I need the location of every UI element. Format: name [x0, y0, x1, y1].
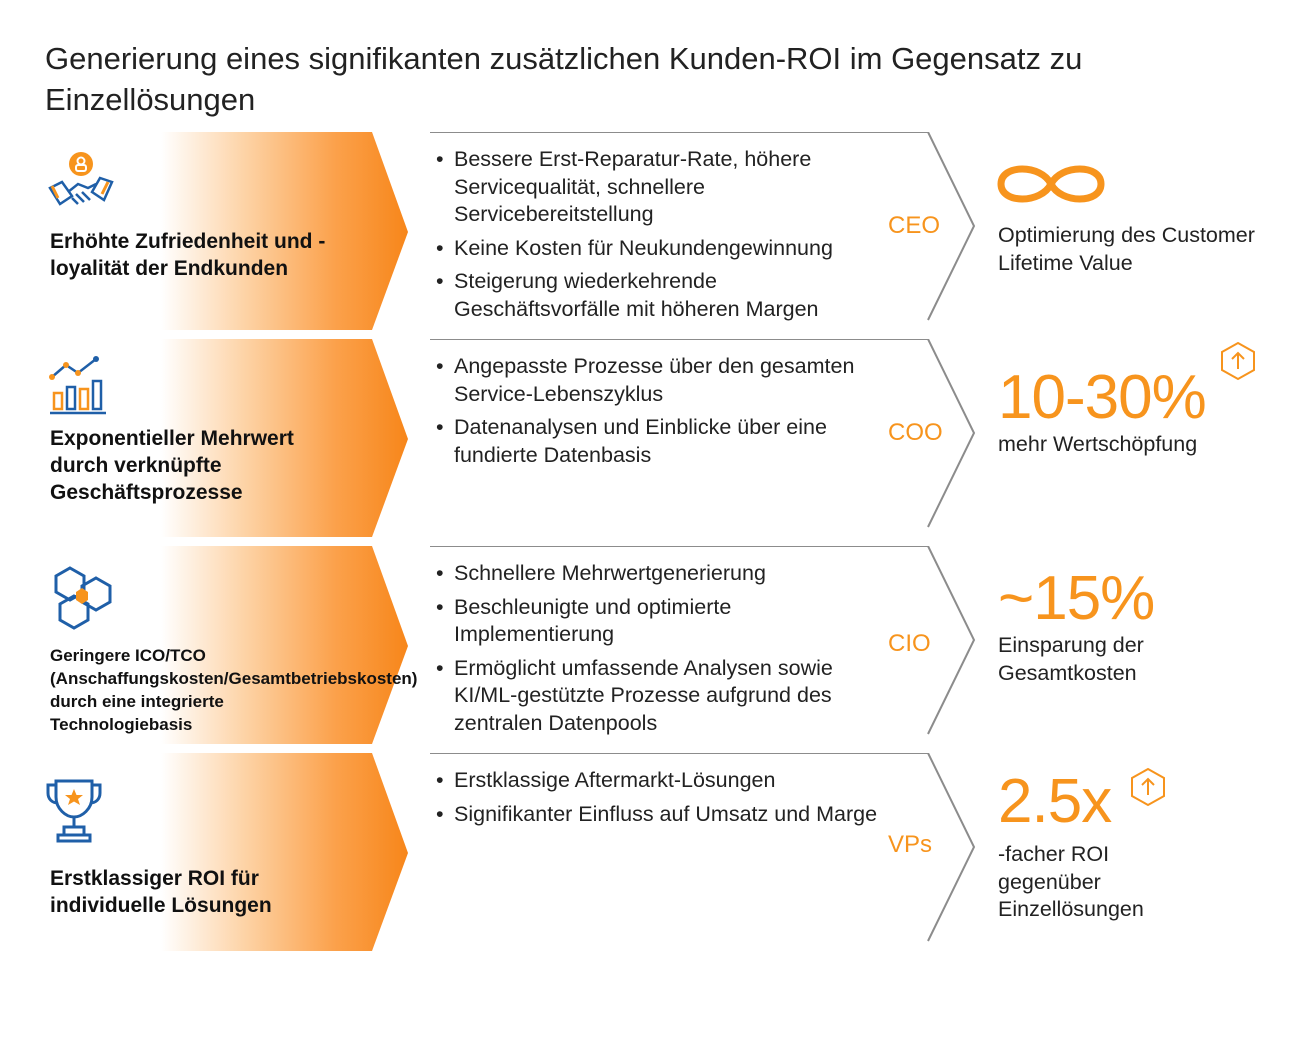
handshake-icon [48, 152, 114, 206]
bullet-item: Ermöglicht umfassende Analysen sowie KI/… [434, 655, 884, 738]
bullet-item: Bessere Erst-Reparatur-Rate, höhere Serv… [434, 146, 884, 229]
hexagon-network-icon [54, 566, 112, 630]
row-tco: Geringere ICO/TCO (Anschaffungskosten/Ge… [0, 546, 1300, 746]
role-label: VPs [888, 831, 933, 858]
page-title: Generierung eines signifikanten zusätzli… [45, 41, 1083, 117]
bullet-item: Angepasste Prozesse über den gesamten Se… [434, 353, 884, 408]
row-customer-satisfaction: Erhöhte Zufriedenheit und -loyalität der… [0, 132, 1300, 332]
row-roi: Erstklassiger ROI für individuelle Lösun… [0, 753, 1300, 953]
left-chevron [45, 339, 408, 537]
metric-value: ~15% [998, 564, 1155, 633]
right-chevron-outline [430, 132, 976, 321]
bullet-item: Signifikanter Einfluss auf Umsatz und Ma… [434, 801, 884, 829]
role-label: CIO [888, 630, 931, 657]
bullet-list: Schnellere Mehrwertgenerierung Beschleun… [434, 560, 884, 743]
bullet-item: Steigerung wiederkehrende Geschäftsvorfä… [434, 268, 884, 323]
bullet-list: Bessere Erst-Reparatur-Rate, höhere Serv… [434, 146, 884, 329]
metric-description: Optimierung des Customer Lifetime Value [998, 223, 1255, 275]
left-chevron [45, 132, 408, 330]
left-chevron [45, 753, 408, 951]
bullet-item: Schnellere Mehrwertgenerierung [434, 560, 884, 588]
row-label: Erstklassiger ROI für individuelle Lösun… [50, 867, 272, 917]
right-chevron-outline [430, 339, 976, 528]
arrow-up-hexagon-icon [1221, 341, 1255, 381]
right-chevron-outline [430, 753, 976, 942]
row-label: Erhöhte Zufriedenheit und -loyalität der… [50, 230, 326, 280]
bar-chart-icon [49, 356, 106, 415]
metric-description: Einsparung der Gesamtkosten [998, 633, 1144, 685]
trophy-icon [46, 779, 102, 843]
left-chevron [45, 546, 408, 744]
bullet-item: Datenanalysen und Einblicke über eine fu… [434, 414, 884, 469]
row-label: Geringere ICO/TCO (Anschaffungskosten/Ge… [50, 646, 418, 734]
metric-description: -facher ROI gegenüber Einzellösungen [998, 842, 1144, 921]
role-label: COO [888, 419, 943, 446]
role-label: CEO [888, 212, 941, 239]
right-chevron-outline [430, 546, 976, 735]
infinity-icon [997, 165, 1105, 203]
bullet-list: Erstklassige Aftermarkt-Lösungen Signifi… [434, 767, 884, 834]
metric-description: mehr Wertschöpfung [998, 432, 1198, 456]
metric-value: 2.5x [998, 767, 1112, 836]
metric-value: 10-30% [998, 363, 1207, 432]
row-label: Exponentieller Mehrwert durch verknüpfte… [50, 427, 294, 504]
bullet-item: Keine Kosten für Neukundengewinnung [434, 235, 884, 263]
bullet-list: Angepasste Prozesse über den gesamten Se… [434, 353, 884, 475]
arrow-up-hexagon-icon [1131, 767, 1165, 807]
row-business-processes: Exponentieller Mehrwert durch verknüpfte… [0, 339, 1300, 539]
bullet-item: Beschleunigte und optimierte Implementie… [434, 594, 884, 649]
bullet-item: Erstklassige Aftermarkt-Lösungen [434, 767, 884, 795]
